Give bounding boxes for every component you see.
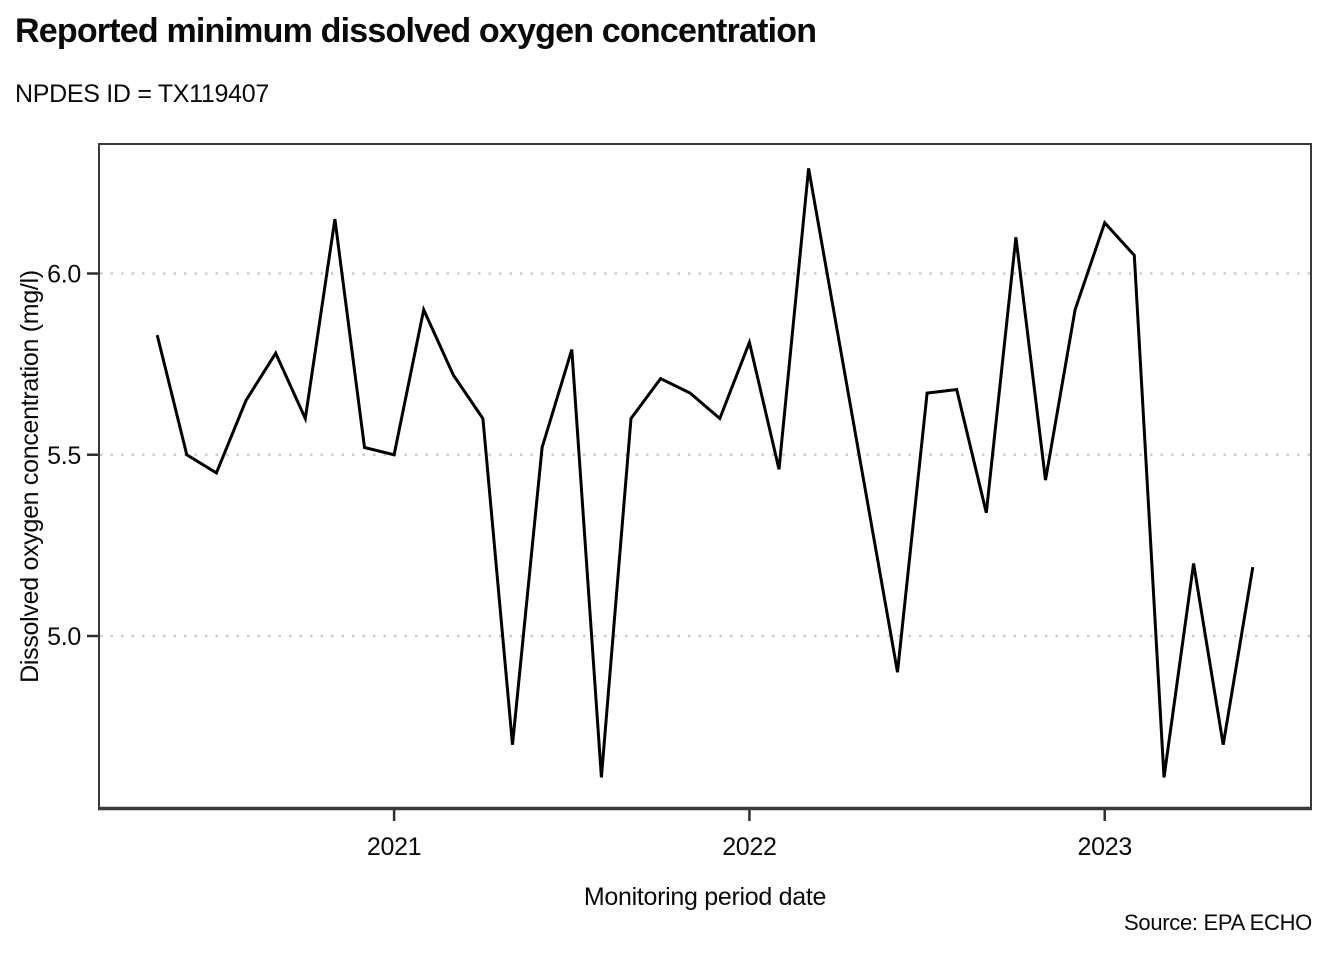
y-tick-label: 5.0: [47, 623, 81, 651]
plot-border: [98, 143, 1312, 810]
x-tick-label: 2021: [367, 833, 421, 861]
data-line: [155, 168, 1255, 778]
y-tick-label: 5.5: [47, 442, 81, 470]
source-note: Source: EPA ECHO: [1124, 910, 1312, 935]
y-axis-title: Dissolved oxygen concentration (mg/l): [16, 270, 44, 683]
y-tick-label: 6.0: [47, 261, 81, 289]
chart-title: Reported minimum dissolved oxygen concen…: [15, 12, 817, 50]
line-chart: 6.0 5.5 5.0 2021 2022 2023 Monitoring period d…: [16, 143, 1312, 911]
plot-area: 6.0 5.5 5.0 2021 2022 2023 Monitoring period d…: [16, 143, 1312, 911]
chart-subtitle: NPDES ID = TX119407: [15, 80, 269, 108]
x-axis-title: Monitoring period date: [584, 883, 826, 911]
x-tick-label: 2023: [1078, 833, 1132, 861]
x-tick-label: 2022: [722, 833, 776, 861]
